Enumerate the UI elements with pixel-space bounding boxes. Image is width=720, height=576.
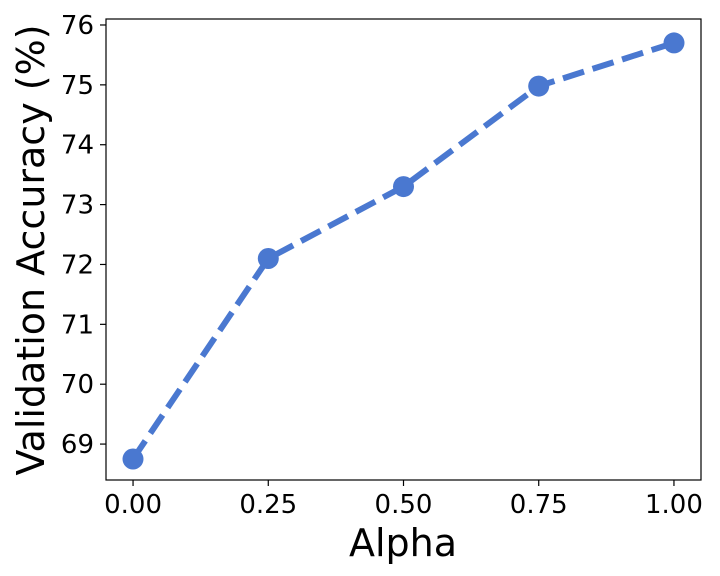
x-tick-label: 0.75 — [510, 490, 568, 520]
y-tick-label: 73 — [61, 191, 94, 221]
x-tick-label: 1.00 — [645, 490, 703, 520]
data-point — [257, 248, 279, 269]
data-point — [663, 32, 685, 54]
y-tick-label: 75 — [61, 71, 94, 101]
data-point — [528, 75, 550, 97]
x-tick-label: 0.25 — [239, 490, 297, 520]
x-tick-label: 0.50 — [375, 490, 433, 520]
y-axis-title: Validation Accuracy (%) — [9, 24, 53, 475]
x-axis-ticks: 0.00 0.25 0.50 0.75 1.00 — [104, 480, 703, 520]
y-tick-label: 70 — [61, 370, 94, 400]
y-tick-label: 72 — [61, 250, 94, 280]
x-axis-title: Alpha — [349, 521, 457, 565]
y-axis-ticks: 69 70 71 72 73 74 75 76 — [61, 11, 106, 460]
data-point — [393, 176, 414, 198]
series-layer — [122, 32, 685, 470]
series-line — [130, 40, 675, 461]
data-point — [122, 448, 144, 470]
y-tick-label: 74 — [61, 131, 94, 161]
y-tick-label: 69 — [61, 430, 94, 460]
y-tick-label: 71 — [61, 310, 94, 340]
x-tick-label: 0.00 — [104, 490, 162, 520]
y-tick-label: 76 — [61, 11, 94, 41]
